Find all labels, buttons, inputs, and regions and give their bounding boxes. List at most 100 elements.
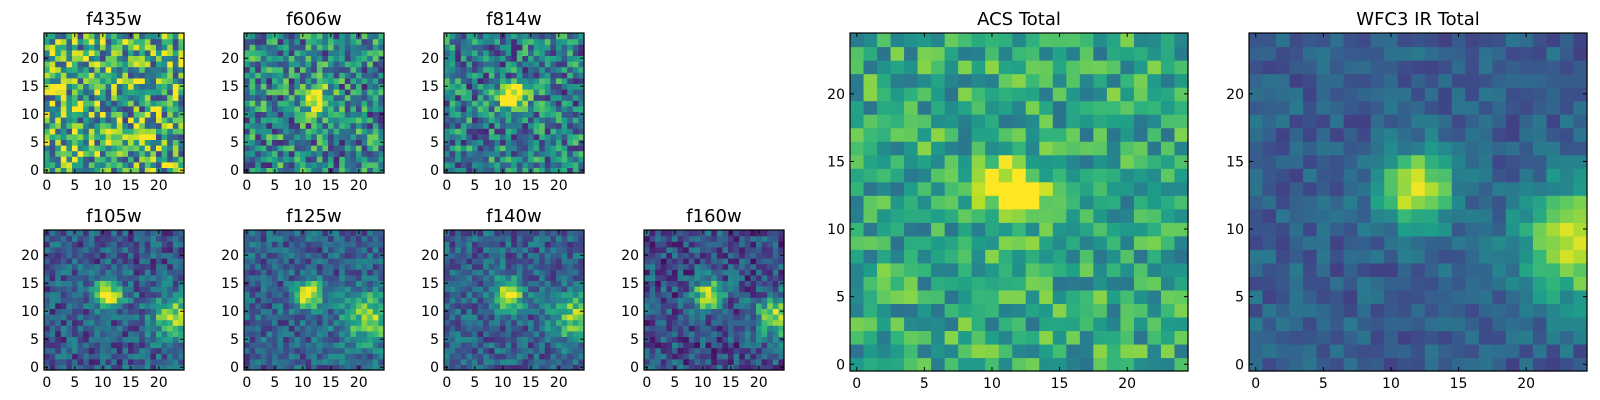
heatmap-cell (1052, 343, 1067, 359)
heatmap-cell (688, 336, 695, 343)
heatmap-cell (516, 161, 523, 168)
heatmap-cell (550, 274, 557, 281)
heatmap-cell (767, 347, 774, 354)
heatmap-cell (316, 49, 323, 56)
heatmap-cell (139, 319, 146, 326)
heatmap-cell (672, 258, 679, 265)
heatmap-cell (877, 289, 892, 304)
heatmap-cell (533, 44, 540, 51)
heatmap-cell (133, 241, 140, 248)
heatmap-cell (539, 128, 546, 135)
heatmap-cell (339, 358, 346, 365)
heatmap-cell (722, 241, 729, 248)
heatmap-cell (167, 246, 174, 253)
heatmap-cell (350, 353, 357, 360)
heatmap-cell (572, 49, 579, 56)
heatmap-cell (944, 357, 959, 372)
heatmap-cell (361, 230, 368, 237)
heatmap-cell (455, 330, 462, 337)
heatmap-cell (111, 66, 118, 73)
x-tick-label: 5 (270, 375, 279, 391)
heatmap-cell (561, 133, 568, 140)
heatmap-cell (561, 358, 568, 365)
heatmap-cell (111, 280, 118, 287)
heatmap-cell (100, 111, 107, 118)
heatmap-cell (249, 274, 256, 281)
heatmap-cell (739, 235, 746, 242)
heatmap-cell (77, 128, 84, 135)
heatmap-cell (578, 241, 585, 248)
heatmap-cell (500, 319, 507, 326)
heatmap-cell (94, 319, 101, 326)
heatmap-cell (985, 357, 1000, 372)
heatmap-cell (958, 195, 973, 210)
heatmap-cell (466, 336, 473, 343)
heatmap-cell (288, 83, 295, 90)
heatmap-cell (266, 167, 273, 174)
heatmap-cell (328, 246, 335, 253)
heatmap-cell (356, 291, 363, 298)
heatmap-cell (322, 246, 329, 253)
heatmap-cell (688, 325, 695, 332)
heatmap-cell (477, 94, 484, 101)
heatmap-cell (150, 330, 157, 337)
heatmap-cell (1120, 289, 1135, 304)
heatmap-cell (44, 161, 51, 168)
heatmap-cell (533, 133, 540, 140)
heatmap-cell (1025, 289, 1040, 304)
heatmap-cell (94, 156, 101, 163)
heatmap-cell (66, 156, 73, 163)
heatmap-cell (460, 319, 467, 326)
heatmap-cell (556, 330, 563, 337)
heatmap-cell (122, 364, 129, 371)
heatmap-cell (88, 133, 95, 140)
heatmap-cell (544, 145, 551, 152)
heatmap-cell (544, 252, 551, 259)
heatmap-cell (178, 94, 185, 101)
heatmap-cell (88, 297, 95, 304)
heatmap-cell (550, 319, 557, 326)
heatmap-cell (378, 358, 385, 365)
heatmap-cell (460, 274, 467, 281)
heatmap-cell (655, 347, 662, 354)
heatmap-cell (144, 269, 151, 276)
heatmap-cell (985, 343, 1000, 359)
heatmap-cell (322, 77, 329, 84)
heatmap-cell (260, 291, 267, 298)
heatmap-cell (139, 117, 146, 124)
heatmap-cell (277, 258, 284, 265)
heatmap-cell (249, 139, 256, 146)
heatmap-cell (877, 168, 892, 183)
heatmap-cell (494, 302, 501, 309)
heatmap-cell (522, 274, 529, 281)
heatmap-cell (372, 319, 379, 326)
heatmap-cell (283, 100, 290, 107)
heatmap-cell (455, 72, 462, 79)
heatmap-cell (328, 358, 335, 365)
heatmap-cell (1147, 316, 1162, 332)
heatmap-cell (683, 274, 690, 281)
heatmap-cell (156, 308, 163, 315)
heatmap-cell (128, 133, 135, 140)
heatmap-cell (294, 258, 301, 265)
heatmap-cell (666, 252, 673, 259)
heatmap-cell (128, 246, 135, 253)
heatmap-cell (494, 353, 501, 360)
heatmap-cell (116, 161, 123, 168)
heatmap-cell (528, 55, 535, 62)
heatmap-cell (244, 302, 251, 309)
heatmap-cell (167, 49, 174, 56)
heatmap-cell (672, 246, 679, 253)
heatmap-cell (294, 33, 301, 40)
heatmap-cell (756, 336, 763, 343)
heatmap-cell (333, 72, 340, 79)
heatmap-cell (316, 364, 323, 371)
heatmap-cell (72, 258, 79, 265)
heatmap-cell (505, 94, 512, 101)
heatmap-cell (705, 241, 712, 248)
heatmap-cell (367, 308, 374, 315)
heatmap-cell (294, 117, 301, 124)
heatmap-cell (522, 230, 529, 237)
heatmap-cell (316, 61, 323, 68)
